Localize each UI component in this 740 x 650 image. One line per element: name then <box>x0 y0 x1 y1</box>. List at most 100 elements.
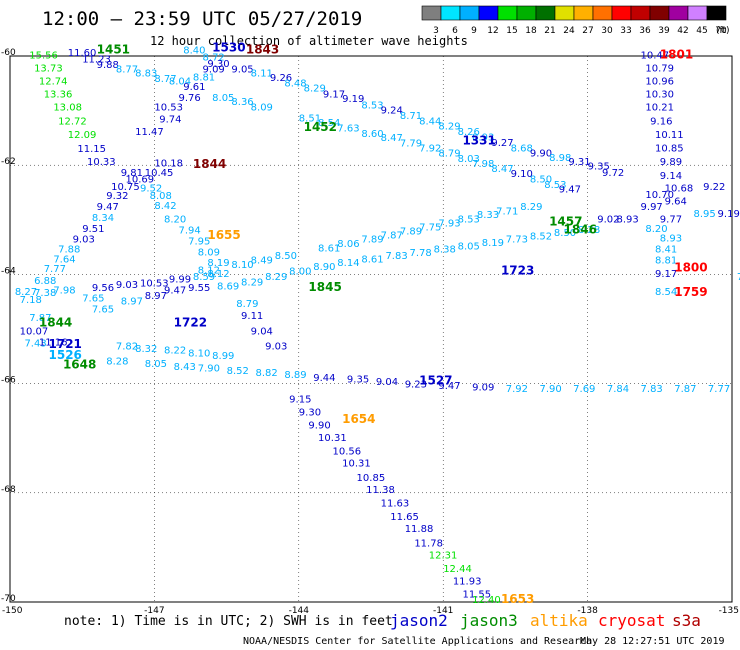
swh-value: 8.99 <box>212 351 234 362</box>
lon-tick-label: -147 <box>144 606 164 616</box>
lat-tick-label: -68 <box>1 485 16 495</box>
pass-time-label: 1526 <box>49 348 82 362</box>
legend-label: 15 <box>506 26 517 36</box>
swh-value: 8.12 <box>207 269 229 280</box>
swh-value: 7.94 <box>178 225 200 236</box>
swh-value: 9.09 <box>472 383 494 394</box>
swh-value: 10.07 <box>20 326 49 337</box>
swh-value: 8.47 <box>381 133 403 144</box>
legend-swatch <box>516 5 537 21</box>
swh-value: 7.18 <box>20 295 42 306</box>
pass-time-label: 1759 <box>674 285 707 299</box>
swh-value: 11.55 <box>462 590 491 601</box>
legend-swatch <box>649 5 670 21</box>
swh-value: 8.59 <box>193 272 215 283</box>
swh-value: 10.85 <box>357 473 386 484</box>
swh-value: 9.56 <box>92 283 114 294</box>
legend-label: 33 <box>620 26 631 36</box>
swh-value: 10.18 <box>154 158 183 169</box>
swh-value: 9.04 <box>376 377 398 388</box>
pass-time-label: 1844 <box>193 157 226 171</box>
swh-value: 11.93 <box>453 577 482 588</box>
swh-value: 8.79 <box>236 299 258 310</box>
lat-tick-label: -60 <box>1 48 16 58</box>
pass-time-label: 1844 <box>39 315 72 329</box>
map-title: 12:00 – 23:59 UTC 05/27/2019 <box>42 8 362 30</box>
satellite-key: jason2 jason3 altika cryosat s3a <box>390 611 701 630</box>
swh-value: 8.05 <box>458 241 480 252</box>
swh-value: 7.90 <box>198 364 220 375</box>
swh-value: 10.21 <box>645 103 674 114</box>
swh-value: 8.29 <box>241 277 263 288</box>
pass-time-label: 1800 <box>674 261 707 275</box>
swh-value: 8.97 <box>121 296 143 307</box>
swh-value: 8.50 <box>275 251 297 262</box>
swh-value: 8.68 <box>511 144 533 155</box>
swh-value: 7.98 <box>53 286 75 297</box>
swh-value: 8.61 <box>318 243 340 254</box>
swh-value: 7.77 <box>708 384 730 395</box>
swh-value: 9.90 <box>530 148 552 159</box>
swh-value: 11.23 <box>82 55 111 66</box>
swh-value: 8.20 <box>164 215 186 226</box>
swh-value: 9.74 <box>159 115 181 126</box>
swh-value: 9.09 <box>203 64 225 75</box>
swh-value: 8.50 <box>530 175 552 186</box>
swh-value: 8.49 <box>251 255 273 266</box>
swh-value: 8.14 <box>337 258 359 269</box>
swh-value: 8.27 <box>15 287 37 298</box>
swh-value: 9.99 <box>169 275 191 286</box>
swh-value: 12.44 <box>443 564 472 575</box>
swh-value: 15.56 <box>29 51 58 62</box>
legend-swatch <box>573 5 594 21</box>
swh-value: 7.83 <box>641 384 663 395</box>
swh-value: 7.77 <box>44 264 66 275</box>
swh-value: 9.03 <box>73 235 95 246</box>
swh-value: 7.69 <box>573 384 595 395</box>
swh-value: 7.92 <box>419 144 441 155</box>
swh-value: 9.44 <box>313 373 335 384</box>
swh-value: 6.88 <box>34 276 56 287</box>
swh-value: 8.50 <box>554 228 576 239</box>
swh-value: 9.30 <box>207 59 229 70</box>
swh-value: 8.82 <box>255 368 277 379</box>
swh-value: 8.20 <box>645 224 667 235</box>
swh-value: 11.63 <box>381 498 410 509</box>
legend-label: 27 <box>582 26 593 36</box>
swh-value: 8.34 <box>92 213 114 224</box>
swh-value: 11.78 <box>414 538 443 549</box>
swh-value: 7.87 <box>674 384 696 395</box>
swh-value: 9.47 <box>438 381 460 392</box>
legend-label: 6 <box>452 26 458 36</box>
swh-value: 7.90 <box>539 384 561 395</box>
swh-value: 10.69 <box>126 175 155 186</box>
swh-value: 7.93 <box>438 218 460 229</box>
lon-tick-label: -138 <box>577 606 598 616</box>
legend-label: 42 <box>677 26 688 36</box>
swh-value: 8.03 <box>458 154 480 165</box>
swh-value: 9.17 <box>323 89 345 100</box>
swh-value: 12.31 <box>429 550 458 561</box>
pass-time-label: 1723 <box>501 263 534 277</box>
swh-value: 9.15 <box>289 395 311 406</box>
swh-value: 8.29 <box>265 272 287 283</box>
swh-value: 9.02 <box>597 215 619 226</box>
swh-value: 8.83 <box>135 69 157 80</box>
swh-value: 9.97 <box>641 202 663 213</box>
legend-swatch <box>687 5 708 21</box>
pass-time-label: 1846 <box>564 222 597 236</box>
legend-swatch <box>630 5 651 21</box>
swh-value: 8.51 <box>299 114 321 125</box>
swh-value: 11.16 <box>39 337 68 348</box>
swh-value: 7.89 <box>361 235 383 246</box>
swh-value: 8.79 <box>438 148 460 159</box>
swh-value: 8.44 <box>419 116 441 127</box>
swh-value: 9.35 <box>588 162 610 173</box>
swh-value: 8.52 <box>530 231 552 242</box>
swh-value: 8.53 <box>544 180 566 191</box>
pass-time-labels: 1451 1530 1843 1801 1452 1331 1844 1655 14571846… <box>39 41 708 606</box>
pass-time-label: 1451 <box>97 42 130 56</box>
legend-label: 21 <box>544 26 555 36</box>
swh-value: 8.43 <box>174 362 196 373</box>
